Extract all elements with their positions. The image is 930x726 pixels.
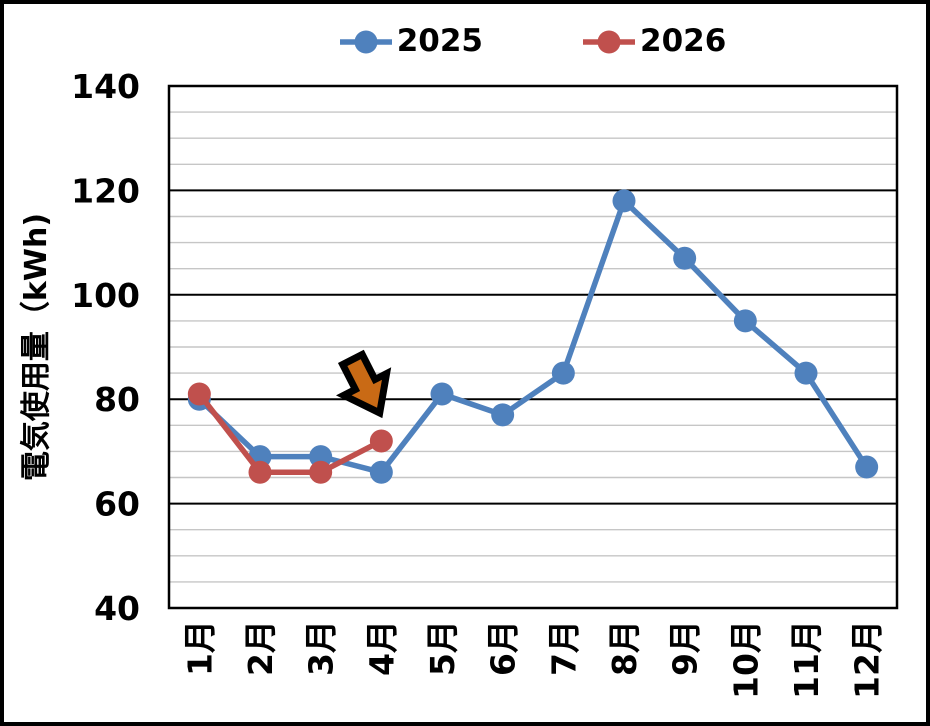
data-point-2025 bbox=[551, 361, 575, 385]
plot-border bbox=[167, 84, 899, 610]
data-point-2025 bbox=[855, 455, 879, 479]
legend-marker-2025 bbox=[339, 30, 392, 53]
data-point-2026 bbox=[187, 382, 211, 406]
y-tick-label: 40 bbox=[94, 589, 140, 628]
data-point-2025 bbox=[612, 189, 636, 213]
x-tick-label: 12月 bbox=[848, 620, 887, 699]
x-tick-label: 7月 bbox=[544, 620, 583, 676]
series-line-2025 bbox=[196, 198, 870, 476]
y-tick-label: 120 bbox=[71, 171, 140, 210]
y-tick-label: 60 bbox=[94, 485, 140, 524]
y-tick-label: 80 bbox=[94, 380, 140, 419]
legend-label-2025: 2025 bbox=[396, 23, 483, 59]
data-point-2026 bbox=[309, 460, 333, 484]
data-point-2025 bbox=[430, 382, 454, 406]
x-tick-label: 11月 bbox=[787, 620, 826, 699]
data-point-2026 bbox=[369, 429, 393, 453]
legend-dot-icon bbox=[597, 30, 621, 53]
y-tick-label: 100 bbox=[71, 276, 140, 315]
chart-legend: 2025 2026 bbox=[169, 26, 897, 57]
x-tick-label: 9月 bbox=[666, 620, 705, 676]
x-tick-label: 8月 bbox=[605, 620, 644, 676]
x-tick-label: 2月 bbox=[241, 620, 280, 676]
data-point-2025 bbox=[733, 309, 757, 333]
x-tick-label: 4月 bbox=[362, 620, 401, 676]
series-line-2026 bbox=[196, 391, 385, 476]
legend-marker-2026 bbox=[583, 30, 635, 53]
data-point-2025 bbox=[369, 460, 393, 484]
legend-item-2025: 2025 bbox=[339, 23, 483, 59]
data-point-2026 bbox=[248, 460, 272, 484]
data-point-2025 bbox=[673, 246, 697, 270]
annotation-down-arrow-icon bbox=[335, 349, 392, 419]
x-tick-label: 1月 bbox=[180, 620, 219, 676]
electricity-usage-line-chart: 40 60 80 100 120 140 1月 2月 3月 4月 5月 6月 7月 8月 9月 10月 11月 1… bbox=[19, 67, 899, 699]
x-tick-label: 6月 bbox=[484, 620, 523, 676]
legend-item-2026: 2026 bbox=[583, 26, 726, 57]
y-axis-title: 電気使用量（kWh) bbox=[19, 213, 54, 481]
data-point-2025 bbox=[794, 361, 818, 385]
y-tick-label: 140 bbox=[71, 67, 140, 106]
data-point-2025 bbox=[491, 403, 515, 427]
x-tick-label: 10月 bbox=[726, 620, 765, 699]
x-tick-label: 5月 bbox=[423, 620, 462, 676]
x-tick-label: 3月 bbox=[302, 620, 341, 676]
legend-dot-icon bbox=[354, 30, 378, 53]
legend-label-2026: 2026 bbox=[640, 23, 727, 59]
